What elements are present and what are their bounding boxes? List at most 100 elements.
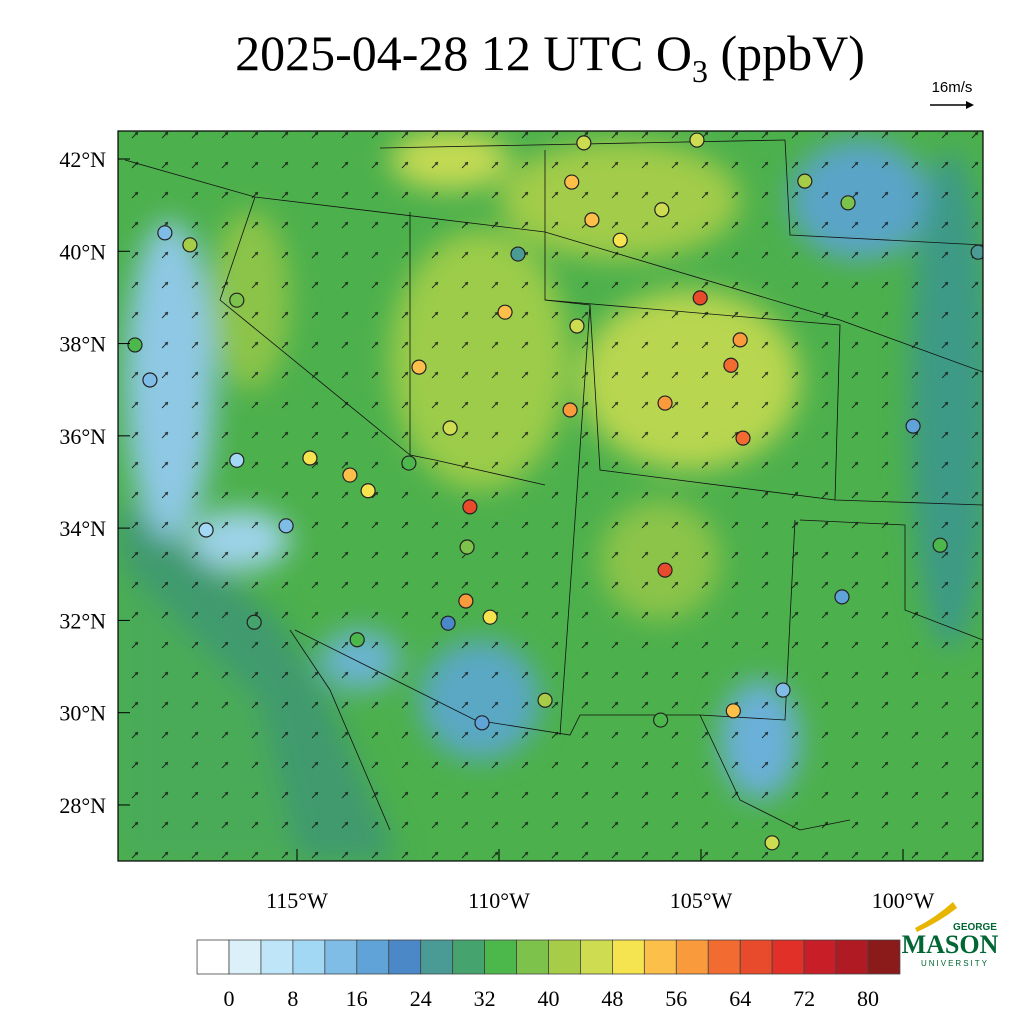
station: [732, 332, 748, 348]
station: [482, 609, 498, 625]
colorbar-box: [707, 939, 741, 975]
colorbar-box: [292, 939, 326, 975]
station: [692, 290, 708, 306]
colorbar-label: 72: [793, 986, 815, 1011]
lat-tick-label: 30°N: [59, 701, 106, 726]
wind-vectors: [118, 131, 983, 861]
lon-tick-label: 105°W: [670, 888, 733, 913]
station: [932, 537, 948, 553]
colorbar-label: 8: [287, 986, 298, 1011]
colorbar-box: [196, 939, 230, 975]
map-area: [118, 131, 983, 861]
station: [229, 292, 245, 308]
station: [278, 518, 294, 534]
colorbar-box: [356, 939, 390, 975]
station: [834, 589, 850, 605]
station: [442, 420, 458, 436]
station: [584, 212, 600, 228]
station: [401, 455, 417, 471]
station: [564, 174, 580, 190]
station: [411, 359, 427, 375]
stations: [127, 132, 983, 851]
colorbar-box: [771, 939, 805, 975]
title: 2025-04-28 12 UTC O3 (ppbV): [235, 25, 865, 89]
lat-tick-label: 34°N: [59, 516, 106, 541]
station: [127, 337, 143, 353]
station: [657, 395, 673, 411]
colorbar-box: [388, 939, 422, 975]
station: [537, 692, 553, 708]
lat-tick-label: 28°N: [59, 793, 106, 818]
colorbar: 0 8 16 24 32 40 48 56 64 72 80: [196, 939, 901, 1011]
lat-tick-label: 42°N: [59, 147, 106, 172]
colorbar-label: 80: [857, 986, 879, 1011]
lon-tick-label: 110°W: [468, 888, 530, 913]
colorbar-box: [484, 939, 517, 975]
boundaries: [124, 139, 983, 831]
colorbar-box: [675, 939, 709, 975]
station: [246, 614, 262, 630]
station: [302, 450, 318, 466]
station: [797, 173, 813, 189]
station: [157, 225, 173, 241]
station: [840, 195, 856, 211]
lat-tick-label: 40°N: [59, 239, 106, 264]
station: [689, 132, 705, 148]
colorbar-label: 0: [224, 986, 235, 1011]
logo: GEORGE MASON UNIVERSITY: [902, 902, 999, 968]
station: [775, 682, 791, 698]
station: [654, 202, 670, 218]
station: [349, 632, 365, 648]
title-subscript: 3: [692, 53, 708, 89]
station: [576, 135, 592, 151]
colorbar-box: [612, 939, 645, 975]
colorbar-box: [548, 939, 581, 975]
colorbar-box: [867, 939, 901, 975]
lat-tick-label: 32°N: [59, 608, 106, 633]
station: [657, 562, 673, 578]
station: [905, 418, 921, 434]
logo-top: GEORGE: [953, 922, 997, 933]
station: [723, 357, 739, 373]
colorbar-label: 40: [538, 986, 560, 1011]
colorbar-box: [643, 939, 677, 975]
colorbar-box: [228, 939, 262, 975]
logo-name: MASON: [902, 930, 999, 959]
station: [764, 835, 780, 851]
wind-reference-arrowhead: [966, 101, 974, 109]
title-main: 2025-04-28 12 UTC O: [235, 25, 692, 81]
colorbar-label: 56: [665, 986, 687, 1011]
colorbar-box: [516, 939, 549, 975]
station: [652, 712, 669, 728]
station: [142, 372, 158, 388]
colorbar-label: 16: [346, 986, 368, 1011]
lon-tick-label: 100°W: [872, 888, 935, 913]
colorbar-label: 24: [410, 986, 432, 1011]
station: [360, 483, 376, 499]
colorbar-label: 48: [601, 986, 623, 1011]
colorbar-box: [420, 939, 454, 975]
station: [440, 615, 456, 631]
station: [612, 232, 628, 248]
station: [510, 246, 526, 262]
station: [229, 452, 245, 468]
logo-bottom: UNIVERSITY: [921, 959, 989, 968]
colorbar-box: [835, 939, 869, 975]
station: [458, 593, 474, 609]
colorbar-box: [452, 939, 485, 975]
station: [497, 304, 513, 320]
station: [182, 237, 198, 253]
colorbar-box: [803, 939, 837, 975]
station: [474, 715, 490, 731]
lat-tick-label: 38°N: [59, 332, 106, 357]
title-suffix: (ppbV): [708, 25, 865, 81]
colorbar-box: [324, 939, 358, 975]
station: [970, 244, 983, 260]
station: [342, 467, 358, 483]
axis-ticks: 42°N 40°N 38°N 36°N 34°N 32°N 30°N 28°N 115°W 110…: [59, 147, 934, 913]
lat-tick-label: 36°N: [59, 424, 106, 449]
station: [198, 522, 214, 538]
lon-tick-label: 115°W: [266, 888, 328, 913]
station: [459, 539, 475, 555]
